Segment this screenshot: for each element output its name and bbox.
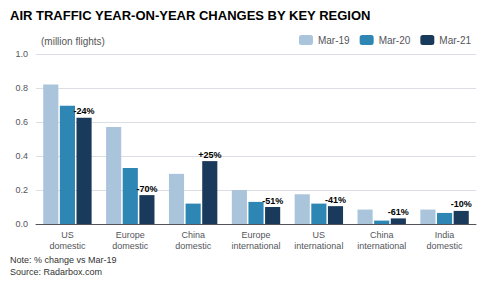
- svg-text:0.6: 0.6: [15, 117, 28, 127]
- svg-text:international: international: [357, 241, 406, 251]
- svg-text:Europe: Europe: [241, 230, 270, 240]
- svg-text:1.0: 1.0: [15, 49, 28, 59]
- svg-text:-51%: -51%: [262, 196, 283, 206]
- svg-text:Mar-21: Mar-21: [439, 35, 471, 46]
- svg-text:US: US: [61, 230, 74, 240]
- svg-text:international: international: [231, 241, 280, 251]
- svg-text:Mar-20: Mar-20: [379, 35, 411, 46]
- svg-text:AIR TRAFFIC YEAR-ON-YEAR CHANG: AIR TRAFFIC YEAR-ON-YEAR CHANGES BY KEY …: [10, 8, 370, 23]
- svg-text:international: international: [294, 241, 343, 251]
- svg-text:domestic: domestic: [112, 241, 149, 251]
- svg-text:Note: % change vs Mar-19: Note: % change vs Mar-19: [10, 255, 117, 265]
- svg-text:India: India: [435, 230, 455, 240]
- svg-text:0.4: 0.4: [15, 151, 28, 161]
- svg-text:domestic: domestic: [49, 241, 86, 251]
- svg-text:domestic: domestic: [175, 241, 212, 251]
- svg-text:+25%: +25%: [198, 150, 221, 160]
- svg-text:Europe: Europe: [116, 230, 145, 240]
- svg-text:0.2: 0.2: [15, 185, 28, 195]
- svg-text:-41%: -41%: [325, 195, 346, 205]
- svg-text:0.8: 0.8: [15, 83, 28, 93]
- svg-text:Mar-19: Mar-19: [318, 35, 350, 46]
- svg-text:-61%: -61%: [388, 207, 409, 217]
- svg-text:(million flights): (million flights): [41, 36, 105, 47]
- svg-text:-24%: -24%: [74, 106, 95, 116]
- svg-text:-70%: -70%: [136, 184, 157, 194]
- svg-text:China: China: [370, 230, 394, 240]
- svg-text:Source: Radarbox.com: Source: Radarbox.com: [10, 267, 102, 277]
- svg-text:domestic: domestic: [427, 241, 464, 251]
- svg-text:0.0: 0.0: [15, 219, 28, 229]
- svg-text:-10%: -10%: [451, 199, 472, 209]
- svg-text:US: US: [313, 230, 326, 240]
- svg-text:China: China: [181, 230, 205, 240]
